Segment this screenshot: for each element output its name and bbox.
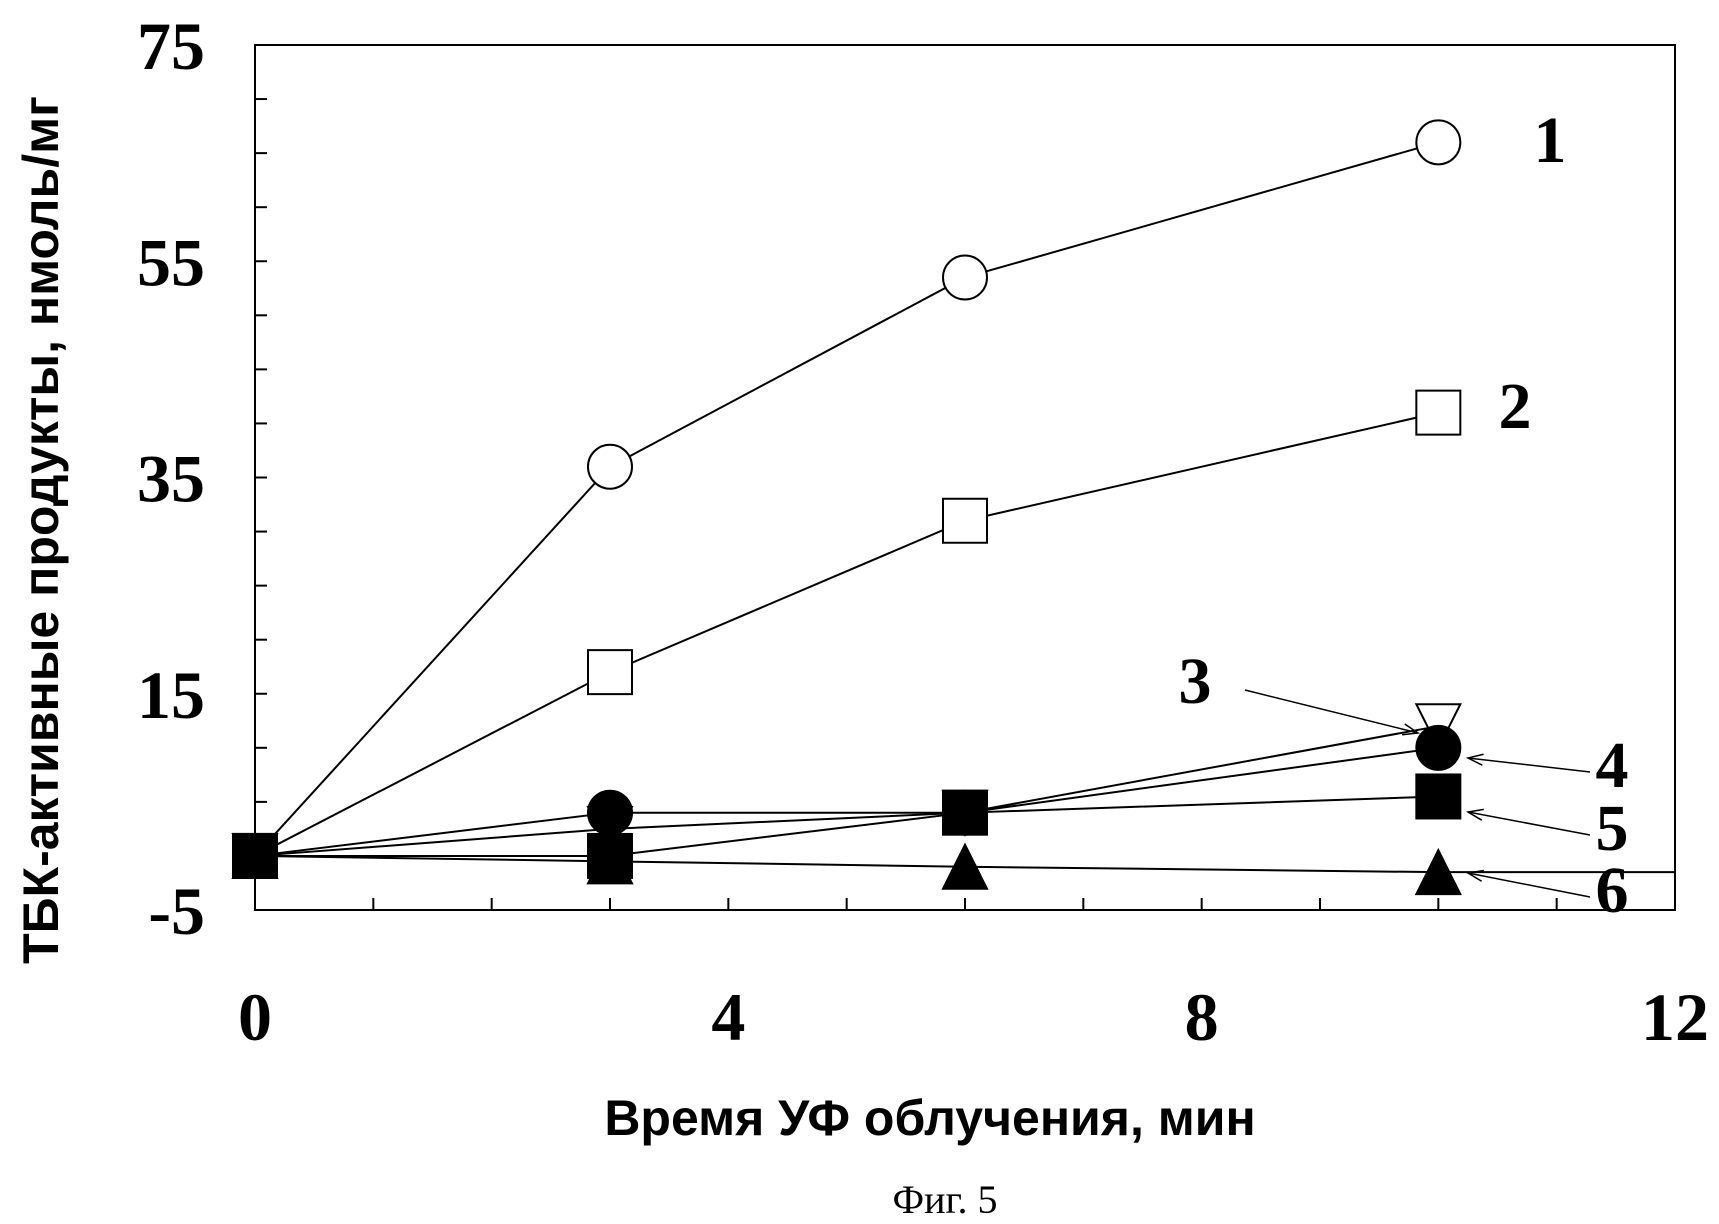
series-5-point — [942, 789, 988, 836]
x-minor-ticks — [254, 898, 1676, 910]
series-markers — [231, 119, 1462, 896]
leader-arrowhead-4 — [1465, 753, 1484, 766]
series-1-point — [942, 254, 988, 301]
series-lines — [254, 141, 1675, 874]
series-label-4: 4 — [1596, 729, 1629, 802]
series-label-2: 2 — [1499, 370, 1532, 443]
series-5-point — [587, 832, 633, 879]
series-line-2 — [254, 411, 1439, 857]
series-6-point — [941, 842, 989, 890]
y-axis-label: ТБК-активные продукты, нмоль/мг — [13, 96, 69, 964]
series-line-3 — [254, 725, 1439, 857]
y-tick-label: 15 — [137, 657, 205, 733]
leader-arrowhead-6 — [1465, 869, 1484, 882]
series-label-3: 3 — [1179, 645, 1212, 718]
y-tick-label: 55 — [137, 224, 205, 300]
series-4-point — [587, 789, 633, 836]
x-tick-label: 12 — [1641, 979, 1709, 1055]
leader-arrow-3 — [1244, 689, 1419, 734]
plot-area-frame — [254, 44, 1676, 911]
leader-arrow-6 — [1467, 872, 1591, 898]
figure-caption: Фиг. 5 — [893, 1177, 998, 1222]
leader-arrowhead-3 — [1402, 723, 1421, 736]
series-4-point — [1415, 724, 1462, 771]
series-5-point — [1415, 773, 1462, 820]
x-tick-labels: 0 4 8 12 — [238, 979, 1709, 1055]
series-line-5 — [255, 795, 1439, 857]
y-tick-label: -5 — [148, 873, 205, 949]
series-label-1: 1 — [1534, 104, 1567, 177]
leader-arrowhead-5 — [1465, 808, 1484, 821]
series-2-point — [1415, 389, 1462, 436]
series-line-4 — [254, 746, 1439, 857]
series-2-point — [587, 649, 633, 696]
x-tick-label: 8 — [1185, 979, 1219, 1055]
y-tick-label: 75 — [137, 8, 205, 84]
leader-arrow-4 — [1467, 757, 1591, 773]
series-6-point — [1414, 847, 1462, 896]
series-labels: 1 2 3 456 — [1179, 104, 1629, 927]
x-tick-label: 4 — [711, 979, 745, 1055]
series-label-5: 5 — [1596, 792, 1629, 865]
y-minor-ticks — [255, 44, 267, 911]
series-5-point — [232, 832, 278, 879]
series-1-point — [1415, 119, 1462, 166]
series-1-point — [587, 443, 633, 490]
y-tick-label: 35 — [137, 441, 205, 517]
series-label-6: 6 — [1596, 854, 1629, 927]
y-tick-labels: -5 15 35 55 75 — [137, 8, 205, 949]
x-tick-label: 0 — [238, 979, 272, 1055]
series-line-6 — [254, 854, 1439, 874]
leader-arrow-5 — [1467, 811, 1591, 836]
series-line-1 — [254, 141, 1439, 857]
x-axis-label: Время УФ облучения, мин — [604, 1090, 1255, 1146]
series-2-point — [942, 497, 988, 544]
